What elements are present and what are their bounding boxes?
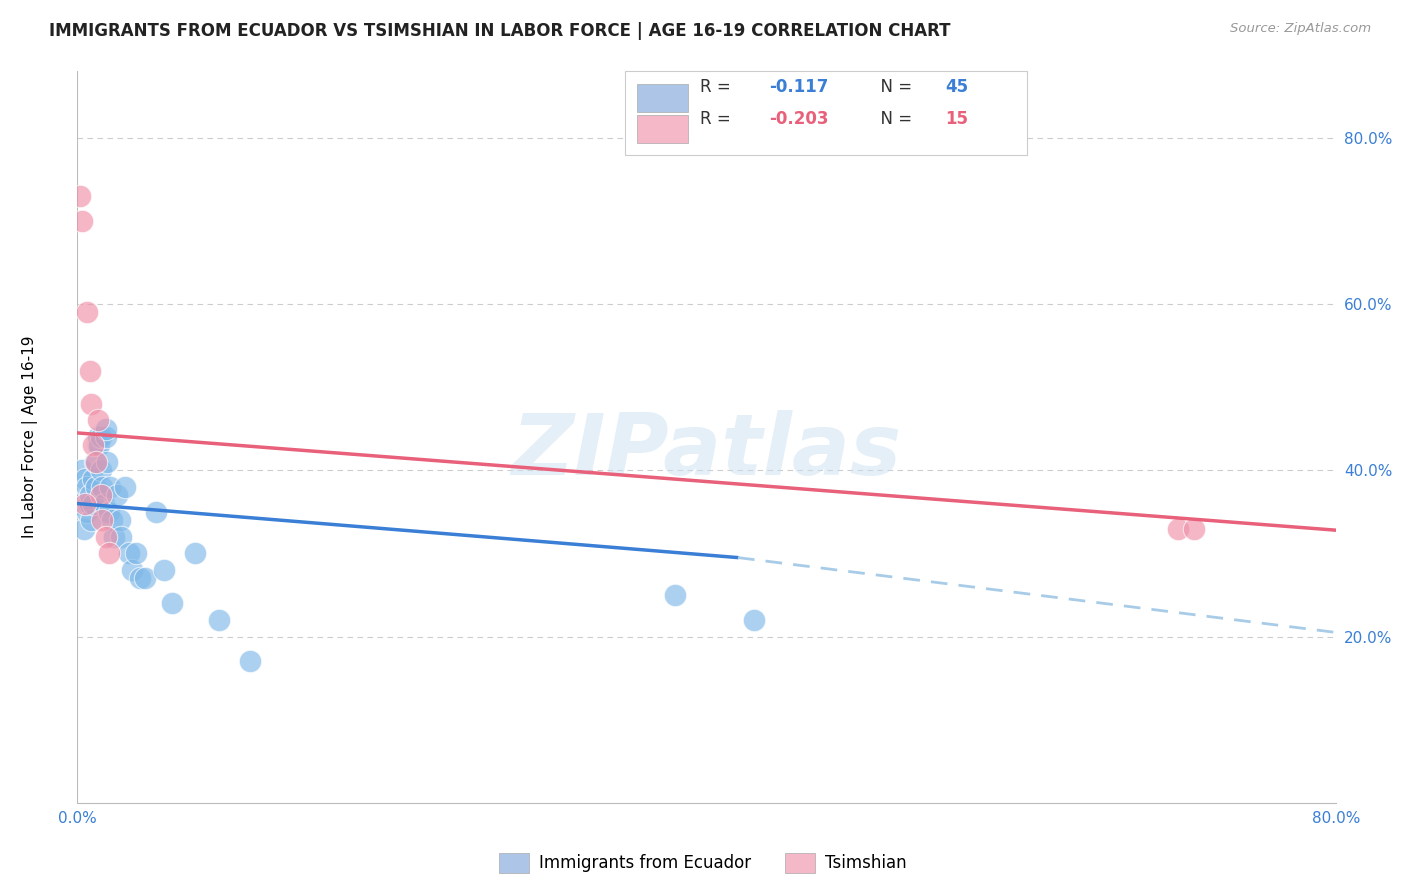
Point [84, 480, 107, 494]
Point [98, 480, 121, 494]
Point [97, 546, 120, 560]
Text: -0.203: -0.203 [769, 110, 830, 128]
FancyBboxPatch shape [624, 71, 1028, 155]
Point [82, 497, 104, 511]
Point [77, 497, 100, 511]
Point [129, 571, 152, 585]
Point [110, 530, 132, 544]
Point [184, 546, 207, 560]
Point [94, 430, 117, 444]
Point [108, 513, 131, 527]
Text: IMMIGRANTS FROM ECUADOR VS TSIMSHIAN IN LABOR FORCE | AGE 16-19 CORRELATION CHAR: IMMIGRANTS FROM ECUADOR VS TSIMSHIAN IN … [49, 22, 950, 40]
Point [90, 463, 112, 477]
Point [94, 422, 117, 436]
Point [742, 613, 765, 627]
Point [72, 521, 94, 535]
Point [114, 480, 136, 494]
Point [145, 505, 167, 519]
Point [124, 546, 146, 560]
Point [87, 438, 110, 452]
Point [1182, 521, 1205, 535]
Text: 45: 45 [946, 78, 969, 96]
Point [103, 530, 125, 544]
Text: ZIPatlas: ZIPatlas [512, 410, 901, 493]
Text: N =: N = [870, 110, 918, 128]
Point [80, 513, 103, 527]
Point [93, 497, 115, 511]
Point [75, 472, 97, 486]
Text: 15: 15 [946, 110, 969, 128]
Point [69, 189, 91, 203]
Point [94, 530, 117, 544]
Text: Source: ZipAtlas.com: Source: ZipAtlas.com [1230, 22, 1371, 36]
Point [97, 505, 120, 519]
Point [90, 430, 112, 444]
Point [80, 397, 103, 411]
Point [79, 488, 101, 502]
Text: In Labor Force | Age 16-19: In Labor Force | Age 16-19 [21, 335, 38, 539]
Legend: Immigrants from Ecuador, Tsimshian: Immigrants from Ecuador, Tsimshian [492, 847, 914, 880]
Text: R =: R = [700, 110, 741, 128]
Point [87, 430, 110, 444]
Point [84, 455, 107, 469]
Point [1167, 521, 1189, 535]
Point [70, 214, 93, 228]
Point [87, 413, 110, 427]
Point [105, 488, 128, 502]
Point [91, 513, 114, 527]
FancyBboxPatch shape [637, 84, 688, 112]
Point [76, 505, 98, 519]
Point [118, 546, 141, 560]
Point [76, 305, 98, 319]
Point [96, 455, 118, 469]
Text: N =: N = [870, 78, 918, 96]
Point [79, 363, 101, 377]
Point [160, 596, 183, 610]
Text: R =: R = [700, 78, 741, 96]
Point [76, 480, 98, 494]
Point [69, 497, 91, 511]
Point [153, 563, 176, 577]
Point [90, 488, 112, 502]
Point [89, 438, 111, 452]
Point [70, 463, 93, 477]
Point [91, 480, 114, 494]
Text: -0.117: -0.117 [769, 78, 828, 96]
Point [121, 563, 143, 577]
Point [664, 588, 686, 602]
Point [82, 438, 104, 452]
Point [208, 613, 231, 627]
Point [82, 472, 104, 486]
Point [239, 655, 262, 669]
FancyBboxPatch shape [637, 115, 688, 143]
Point [75, 497, 97, 511]
Point [134, 571, 156, 585]
Point [83, 455, 105, 469]
Point [79, 497, 101, 511]
Point [101, 513, 124, 527]
